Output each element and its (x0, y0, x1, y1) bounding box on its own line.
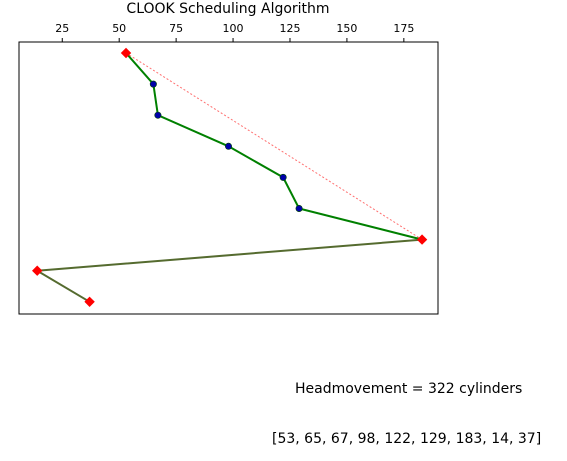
x-tick-label: 150 (336, 22, 357, 35)
x-ticks: 25 50 75 100 125 150 175 (55, 22, 414, 42)
endpoint-marker (84, 296, 95, 308)
data-point-marker (149, 80, 157, 88)
endpoint-marker (32, 265, 43, 276)
data-point-marker (154, 111, 162, 119)
request-sequence: [53, 65, 67, 98, 122, 129, 183, 14, 37] (272, 431, 542, 447)
chart-markers (32, 47, 428, 308)
reference-dashed-line (125, 52, 423, 241)
plot-frame (18, 41, 439, 315)
x-tick-label: 25 (55, 22, 69, 35)
chart-title: CLOOK Scheduling Algorithm (126, 1, 329, 17)
data-point-marker (225, 142, 233, 150)
x-tick-label: 50 (112, 22, 126, 35)
data-point-marker (295, 205, 303, 213)
endpoint-marker (416, 234, 428, 245)
endpoint-marker (120, 47, 132, 59)
headmovement-summary: Headmovement = 322 cylinders (295, 381, 523, 397)
x-tick-label: 125 (279, 22, 300, 35)
x-tick-label: 100 (223, 22, 244, 35)
chart-container: CLOOK Scheduling Algorithm 25 50 75 100 125 1… (18, 1, 439, 315)
clook-chart: CLOOK Scheduling Algorithm 25 50 75 100 125 1… (18, 1, 439, 315)
x-tick-label: 175 (393, 22, 414, 35)
x-tick-label: 75 (169, 22, 183, 35)
chart-series (34, 52, 423, 303)
data-point-marker (279, 173, 287, 181)
jump-path-line (34, 238, 423, 303)
